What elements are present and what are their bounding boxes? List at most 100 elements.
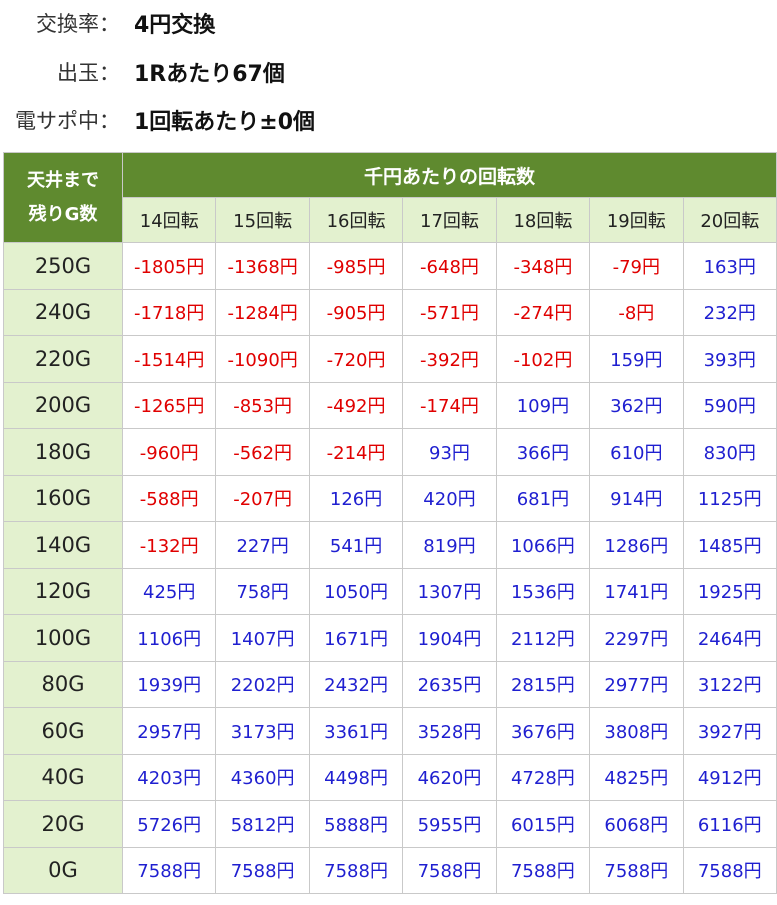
value-cell: 2977円 — [589, 660, 684, 708]
table-header-row: 天井まで 残りG数 千円あたりの回転数 — [3, 152, 777, 243]
exchange-rate-value: 4円交換 — [134, 13, 216, 38]
value-cell: 3173円 — [215, 707, 310, 755]
value-cell: 366円 — [495, 428, 591, 476]
value-cell: 7588円 — [495, 846, 591, 894]
value-cell: 681円 — [495, 474, 591, 522]
support-row: 電サポ中： 1回転あたり±0個 — [0, 105, 315, 135]
corner-header-label: 天井まで 残りG数 — [27, 169, 99, 225]
value-cell: 541円 — [308, 521, 404, 569]
value-cell: 1741円 — [589, 567, 684, 615]
value-cell: -174円 — [402, 381, 497, 429]
value-cell: 1407円 — [215, 614, 310, 662]
table-row: 0G 7588円 7588円 7588円 7588円 7588円 7588円 7588円 — [3, 846, 777, 894]
value-cell: 5888円 — [308, 800, 404, 848]
value-cell: 1925円 — [682, 567, 777, 615]
value-cell: 5955円 — [402, 800, 497, 848]
column-header: 18回転 — [495, 197, 591, 243]
row-label: 20G — [3, 800, 123, 848]
row-label: 200G — [3, 381, 123, 429]
column-header: 14回転 — [121, 197, 217, 243]
payout-label: 出玉： — [57, 61, 120, 85]
value-cell: 1939円 — [121, 660, 217, 708]
table-row: 20G 5726円 5812円 5888円 5955円 6015円 6068円 6116円 — [3, 800, 777, 848]
value-cell: 1536円 — [495, 567, 591, 615]
value-cell: 7588円 — [215, 846, 310, 894]
value-cell: 2112円 — [495, 614, 591, 662]
value-cell: 1050円 — [308, 567, 404, 615]
value-cell: 1125円 — [682, 474, 777, 522]
support-label: 電サポ中： — [15, 109, 120, 133]
value-cell: 6015円 — [495, 800, 591, 848]
value-cell: -562円 — [215, 428, 310, 476]
value-cell: 7588円 — [308, 846, 404, 894]
value-cell: -720円 — [308, 335, 404, 383]
value-cell: 4825円 — [589, 753, 684, 801]
value-cell: 159円 — [589, 335, 684, 383]
value-cell: 2464円 — [682, 614, 777, 662]
row-label: 0G — [3, 846, 123, 894]
value-cell: 1485円 — [682, 521, 777, 569]
row-label: 220G — [3, 335, 123, 383]
table-row: 40G 4203円 4360円 4498円 4620円 4728円 4825円 4912円 — [3, 753, 777, 801]
row-label: 60G — [3, 707, 123, 755]
value-cell: 232円 — [682, 288, 777, 336]
value-cell: 610円 — [589, 428, 684, 476]
value-cell: -571円 — [402, 288, 497, 336]
row-label: 100G — [3, 614, 123, 662]
value-cell: 6116円 — [682, 800, 777, 848]
table-row: 200G -1265円 -853円 -492円 -174円 109円 362円 590円 — [3, 381, 777, 429]
value-cell: -492円 — [308, 381, 404, 429]
value-cell: -1368円 — [215, 242, 310, 290]
value-cell: -1805円 — [121, 242, 217, 290]
value-cell: 4203円 — [121, 753, 217, 801]
table-row: 100G 1106円 1407円 1671円 1904円 2112円 2297円 2464円 — [3, 614, 777, 662]
table-body: 250G -1805円 -1368円 -985円 -648円 -348円 -79円 163円 2… — [3, 242, 777, 894]
value-cell: -1718円 — [121, 288, 217, 336]
value-cell: 3808円 — [589, 707, 684, 755]
table-row: 120G 425円 758円 1050円 1307円 1536円 1741円 1925円 — [3, 567, 777, 615]
value-cell: 819円 — [402, 521, 497, 569]
value-cell: 3528円 — [402, 707, 497, 755]
value-cell: 126円 — [308, 474, 404, 522]
value-cell: -274円 — [495, 288, 591, 336]
value-cell: -1090円 — [215, 335, 310, 383]
value-cell: 2815円 — [495, 660, 591, 708]
value-cell: 2957円 — [121, 707, 217, 755]
value-cell: -8円 — [589, 288, 684, 336]
table-row: 180G -960円 -562円 -214円 93円 366円 610円 830円 — [3, 428, 777, 476]
table-row: 250G -1805円 -1368円 -985円 -648円 -348円 -79円 163円 — [3, 242, 777, 290]
value-cell: -348円 — [495, 242, 591, 290]
column-header: 15回転 — [215, 197, 310, 243]
value-cell: -853円 — [215, 381, 310, 429]
spins-per-1000-header: 千円あたりの回転数 — [122, 152, 777, 198]
row-label: 80G — [3, 660, 123, 708]
table-row: 80G 1939円 2202円 2432円 2635円 2815円 2977円 3122円 — [3, 660, 777, 708]
value-cell: -1284円 — [215, 288, 310, 336]
value-cell: 4360円 — [215, 753, 310, 801]
row-label: 160G — [3, 474, 123, 522]
value-cell: 393円 — [682, 335, 777, 383]
row-label: 180G — [3, 428, 123, 476]
column-header-row: 14回転 15回転 16回転 17回転 18回転 19回転 20回転 — [4, 197, 777, 243]
value-cell: 1286円 — [589, 521, 684, 569]
value-cell: 109円 — [495, 381, 591, 429]
value-cell: 3676円 — [495, 707, 591, 755]
value-cell: 362円 — [589, 381, 684, 429]
value-cell: -960円 — [121, 428, 217, 476]
spec-info: 交換率： 4円交換 出玉： 1Rあたり67個 電サポ中： 1回転あたり±0個 — [0, 0, 777, 150]
value-cell: 7588円 — [402, 846, 497, 894]
value-cell: 5812円 — [215, 800, 310, 848]
value-cell: 758円 — [215, 567, 310, 615]
value-cell: -985円 — [308, 242, 404, 290]
exchange-rate-label: 交換率： — [36, 12, 120, 36]
exchange-rate-row: 交換率： 4円交換 — [0, 8, 215, 38]
column-header: 19回転 — [589, 197, 684, 243]
row-label: 240G — [3, 288, 123, 336]
value-cell: 1904円 — [402, 614, 497, 662]
value-cell: -648円 — [402, 242, 497, 290]
value-cell: 7588円 — [589, 846, 684, 894]
value-cell: 425円 — [121, 567, 217, 615]
value-cell: 3122円 — [682, 660, 777, 708]
value-cell: 830円 — [682, 428, 777, 476]
value-cell: 2635円 — [402, 660, 497, 708]
